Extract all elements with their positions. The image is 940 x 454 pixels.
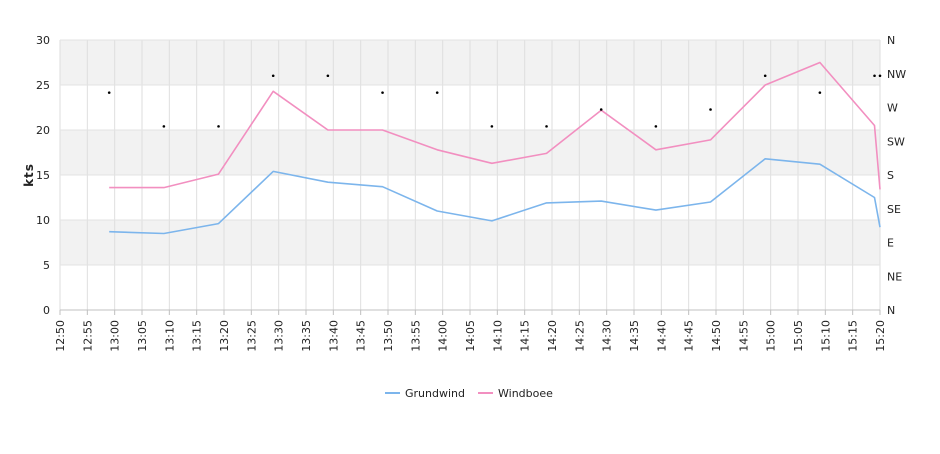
x-tick-label: 13:25: [245, 320, 258, 352]
direction-marker: [490, 125, 494, 128]
x-tick-label: 14:50: [710, 320, 723, 352]
x-tick-label: 12:55: [81, 320, 94, 352]
direction-marker: [381, 91, 384, 94]
x-tick-label: 14:45: [683, 320, 696, 352]
y-tick-label: 30: [36, 34, 50, 47]
x-tick-label: 15:05: [792, 320, 805, 352]
y2-tick-label: E: [887, 237, 894, 250]
y-tick-label: 10: [36, 214, 50, 227]
legend-label: Grundwind: [405, 387, 465, 400]
y-tick-label: 20: [36, 124, 50, 137]
x-tick-label: 15:00: [765, 320, 778, 352]
y2-axis-labels: N NE E SE S SW W NW N: [887, 34, 906, 317]
direction-marker: [818, 91, 822, 94]
legend-item-grundwind[interactable]: Grundwind: [385, 387, 465, 400]
y2-tick-label: N: [887, 34, 895, 47]
y2-tick-label: SW: [887, 135, 905, 148]
y-tick-label: 5: [43, 259, 50, 272]
x-tick-label: 13:40: [327, 320, 340, 352]
y2-tick-label: N: [887, 304, 895, 317]
legend-label: Windboee: [498, 387, 553, 400]
direction-marker: [271, 74, 275, 78]
series-windboee: [109, 61, 881, 190]
x-tick-label: 14:15: [519, 320, 532, 352]
x-tick-label: 15:15: [847, 320, 860, 352]
x-tick-label: 13:10: [163, 320, 176, 352]
y2-tick-label: NW: [887, 68, 906, 81]
y-tick-label: 25: [36, 79, 50, 92]
x-tick-label: 15:20: [874, 320, 887, 352]
y2-tick-label: S: [887, 169, 894, 182]
x-tick-label: 14:55: [737, 320, 750, 352]
legend[interactable]: Grundwind Windboee: [385, 387, 553, 400]
x-tick-label: 12:50: [54, 320, 67, 352]
x-tick-label: 14:05: [464, 320, 477, 352]
direction-marker: [654, 125, 658, 128]
series-grundwind: [109, 158, 881, 235]
x-tick-label: 14:20: [546, 320, 559, 352]
direction-marker: [326, 74, 330, 78]
y-axis-labels: 0 5 10 15 20 25 30: [36, 34, 50, 317]
direction-marker: [545, 125, 548, 128]
x-tick-label: 13:45: [355, 320, 368, 352]
direction-marker: [763, 74, 767, 78]
x-tick-label: 13:50: [382, 320, 395, 352]
series-windrichtung: [107, 74, 882, 128]
x-tick-label: 14:40: [655, 320, 668, 352]
y-tick-label: 0: [43, 304, 50, 317]
y2-tick-label: NE: [887, 270, 902, 283]
x-tick-label: 14:00: [437, 320, 450, 352]
direction-marker: [217, 125, 220, 128]
x-tick-label: 14:35: [628, 320, 641, 352]
x-tick-label: 13:55: [409, 320, 422, 352]
y-tick-label: 15: [36, 169, 50, 182]
x-tick-label: 13:35: [300, 320, 313, 352]
x-tick-label: 13:20: [218, 320, 231, 352]
legend-item-windboee[interactable]: Windboee: [478, 387, 553, 400]
direction-marker: [709, 108, 712, 111]
x-tick-label: 15:10: [819, 320, 832, 352]
series-line: [109, 158, 881, 235]
direction-marker: [162, 125, 166, 128]
y2-tick-label: W: [887, 102, 898, 115]
direction-marker: [435, 91, 439, 94]
x-tick-label: 13:00: [109, 320, 122, 352]
x-tick-label: 13:30: [273, 320, 286, 352]
direction-marker: [599, 108, 603, 111]
direction-marker: [873, 74, 876, 78]
direction-marker: [878, 74, 882, 78]
x-axis-ticks: 12:50 12:55 13:00 13:05 13:10 13:15 13:20 13:25…: [54, 310, 887, 352]
series-line: [109, 61, 881, 190]
y-axis-title: kts: [22, 163, 36, 187]
x-tick-label: 14:25: [573, 320, 586, 352]
x-tick-label: 13:15: [191, 320, 204, 352]
series-group: [107, 61, 882, 235]
x-tick-label: 14:30: [601, 320, 614, 352]
x-tick-label: 13:05: [136, 320, 149, 352]
direction-marker: [107, 91, 111, 94]
y2-tick-label: SE: [887, 203, 901, 216]
x-tick-label: 14:10: [491, 320, 504, 352]
